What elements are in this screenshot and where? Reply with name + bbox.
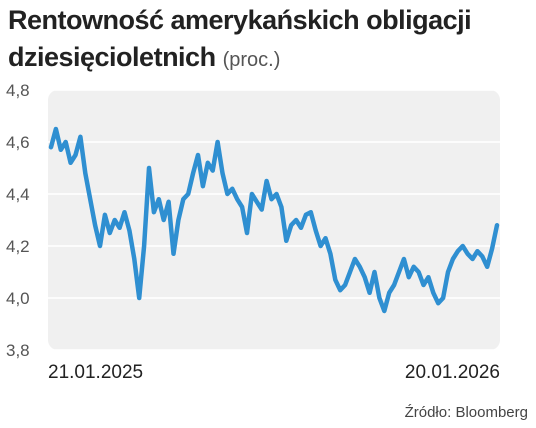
x-tick-label: 21.01.2025: [48, 362, 143, 383]
chart-unit: (proc.): [222, 49, 281, 71]
y-tick-label: 3,8: [6, 341, 30, 360]
y-tick-label: 4,4: [6, 185, 30, 204]
y-tick-label: 4,0: [6, 289, 30, 308]
y-tick-label: 4,2: [6, 237, 30, 256]
chart-title-text: Rentowność amerykańskich obligacji dzies…: [8, 5, 472, 72]
series-line: [48, 126, 500, 314]
y-tick-label: 4,6: [6, 133, 30, 152]
source-note: Źródło: Bloomberg: [404, 404, 528, 421]
x-tick-label: 20.01.2026: [405, 362, 500, 383]
y-tick-label: 4,8: [6, 81, 30, 100]
plot-background: [48, 90, 500, 350]
chart-title: Rentowność amerykańskich obligacji dzies…: [8, 2, 528, 79]
